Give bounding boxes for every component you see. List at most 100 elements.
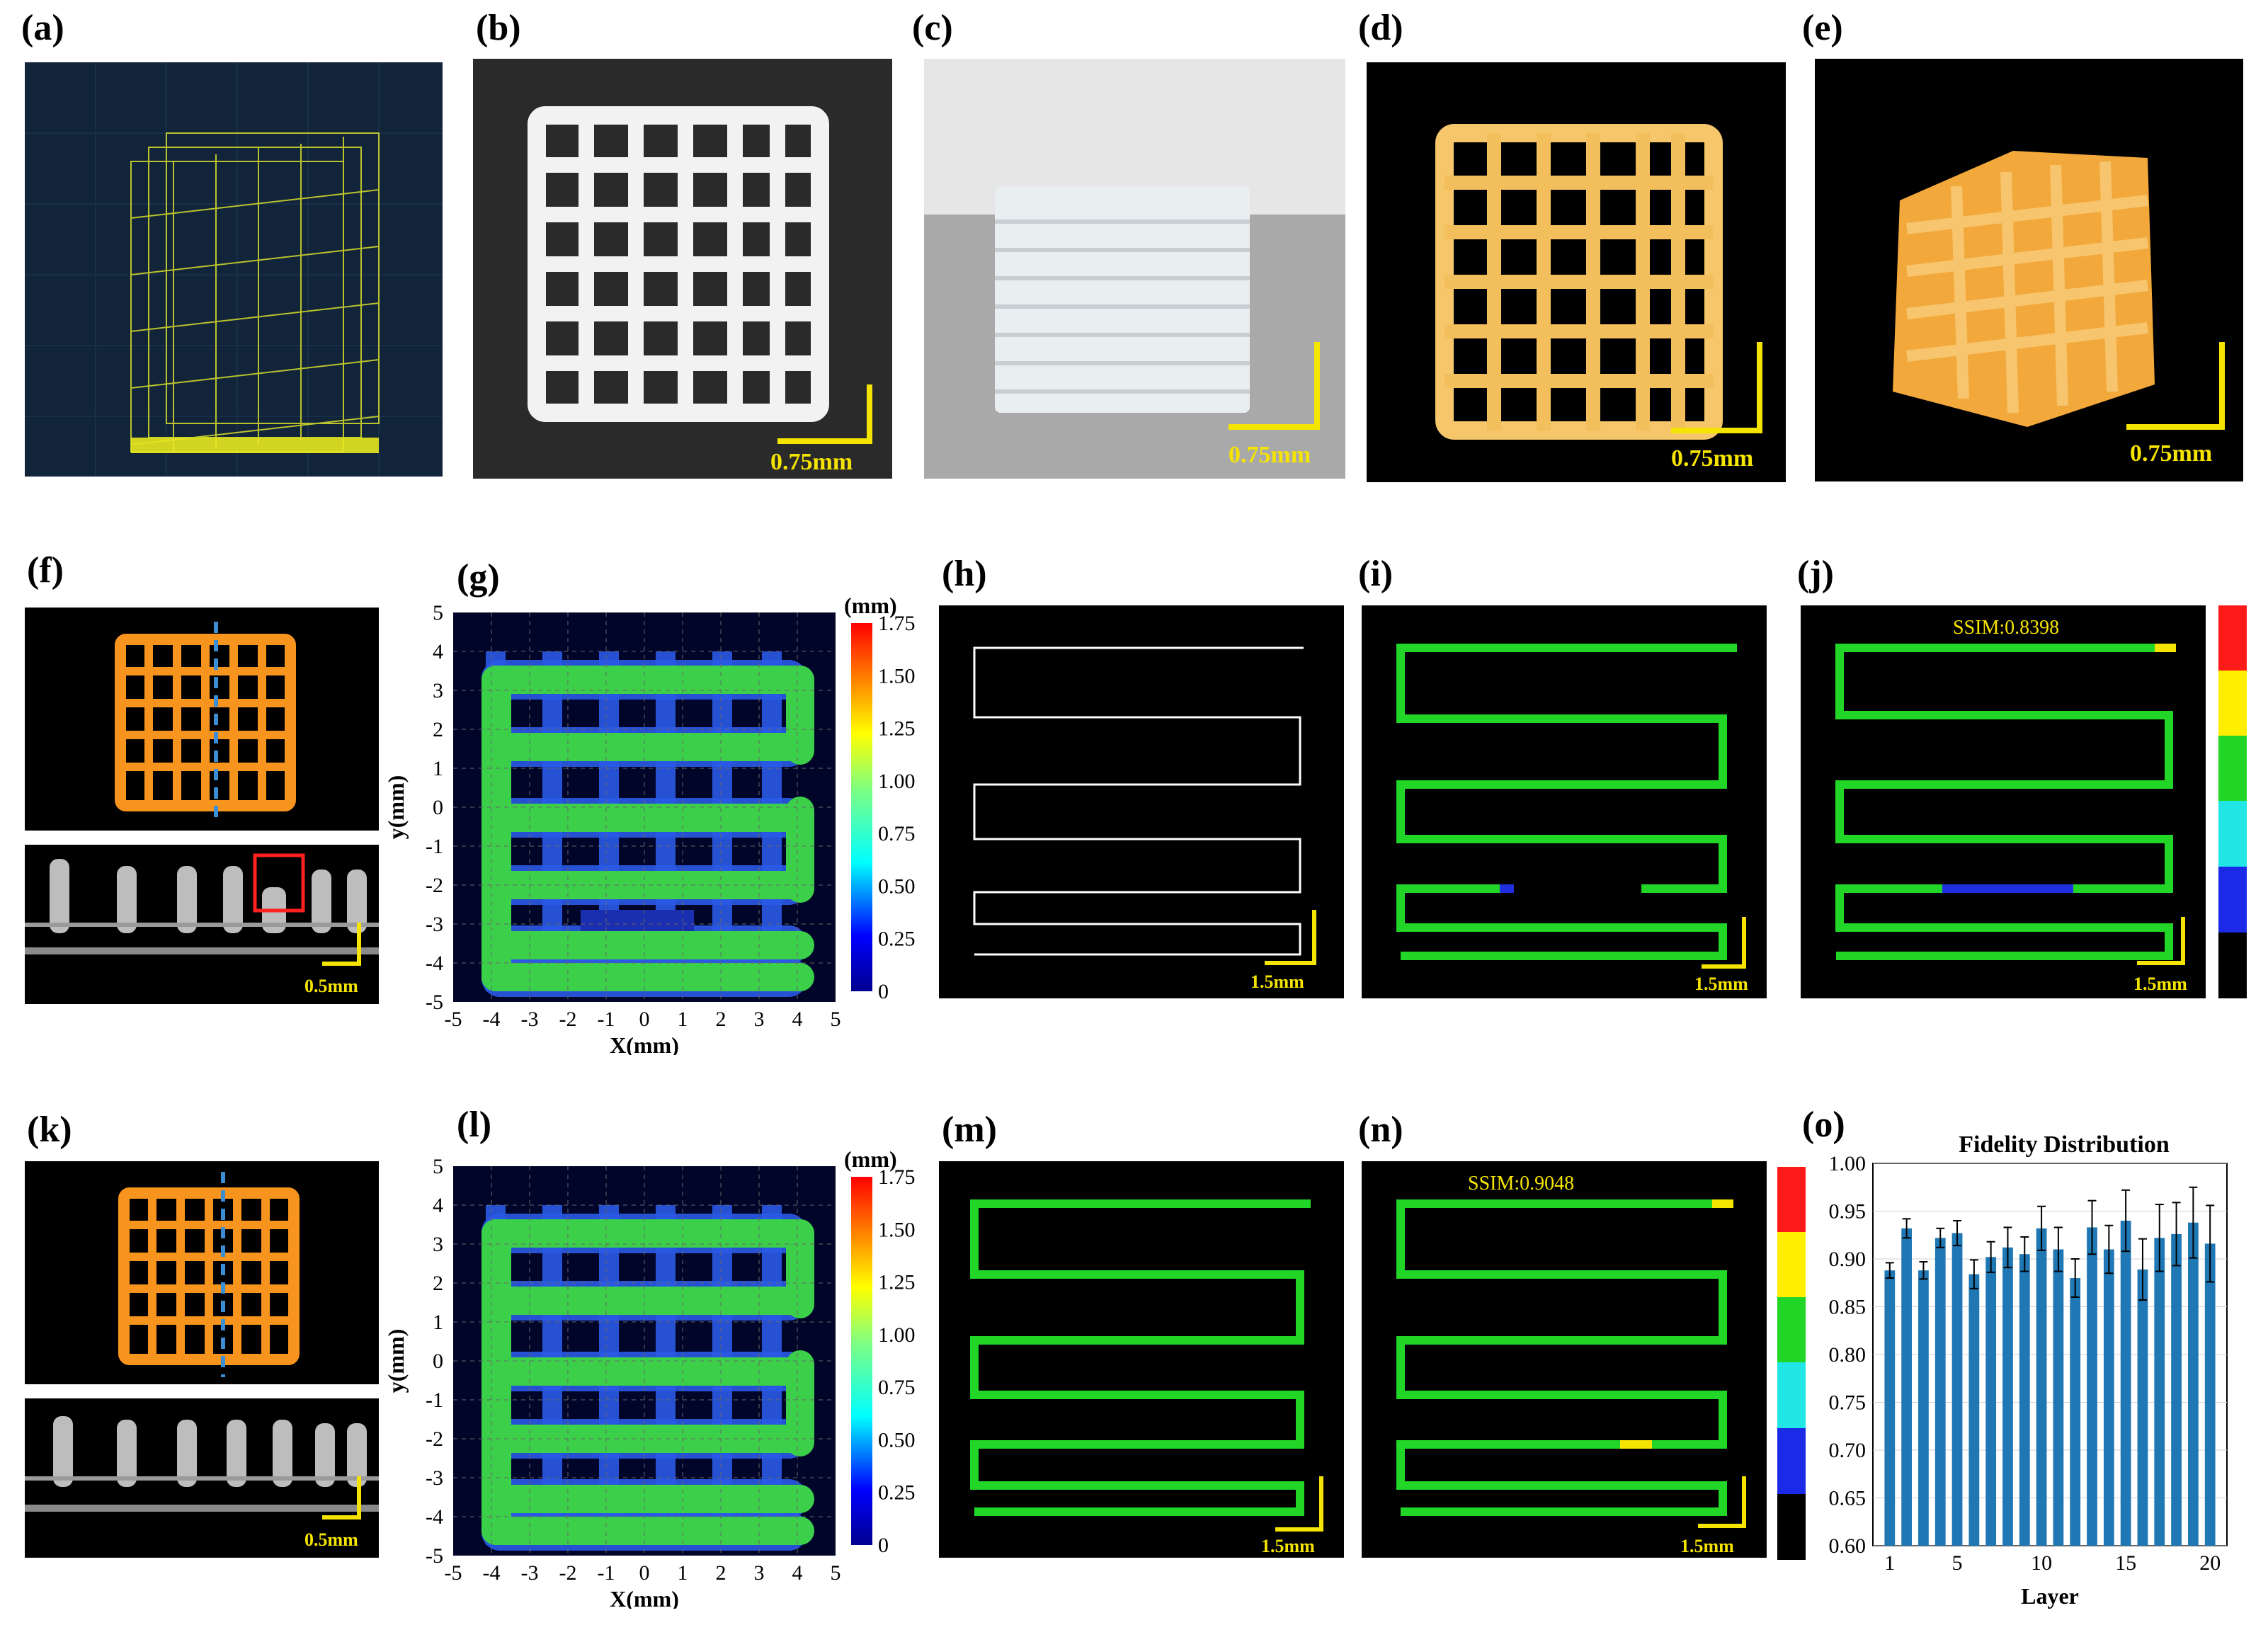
- heat-colorbar-tick: 0: [878, 1534, 889, 1557]
- heat-ytick: -4: [426, 1505, 443, 1529]
- chart-bar: [2053, 1249, 2064, 1546]
- heat-colorbar-tick: 0.25: [878, 1481, 916, 1505]
- scale-bar-label-b: 0.75mm: [770, 449, 853, 475]
- panel-f-bscan: 0.5mm: [25, 845, 379, 1004]
- heat-unit: (mm): [844, 1146, 897, 1172]
- heat-xtick: 0: [639, 1008, 650, 1031]
- heat-colorbar-tick: 1.50: [878, 664, 916, 688]
- chart-bar: [2002, 1247, 2013, 1546]
- chart-bar: [1884, 1270, 1896, 1546]
- heat-strand: [481, 1485, 814, 1513]
- panel-label-c: (c): [912, 8, 953, 48]
- heat-xlabel: X(mm): [610, 1032, 679, 1055]
- scale-bar-label-e: 0.75mm: [2130, 440, 2212, 467]
- chart-bar: [1918, 1270, 1929, 1546]
- heat-strand: [481, 1219, 814, 1248]
- chart-xtick: 20: [2199, 1551, 2221, 1575]
- chart-ytick: 0.85: [1829, 1296, 1867, 1319]
- chart-bar: [1934, 1238, 1946, 1546]
- panel-label-e: (e): [1802, 8, 1843, 48]
- heat-xtick: -2: [559, 1008, 577, 1031]
- scale-bar-h: [1265, 910, 1316, 965]
- panel-g-heatmap: 5 4 3 2 1 0 -1 -2 -3 -4 -5 -5 -4 -3 -2 -1 0 1 2 3 4 5 X(mm) y(m…: [382, 588, 935, 1055]
- scaffold-photo-side: 0.75mm: [924, 59, 1345, 479]
- heat-xtick: 2: [716, 1561, 726, 1585]
- panel-e-render: 0.75mm: [1815, 59, 2243, 481]
- heat-strand: [481, 666, 814, 694]
- heat-xtick: 5: [831, 1008, 841, 1031]
- scale-bar-label-j: 1.5mm: [2133, 974, 2187, 994]
- ssim-label-n: SSIM:0.9048: [1468, 1173, 1574, 1194]
- chart-xtick: 10: [2031, 1551, 2052, 1575]
- panel-label-o: (o): [1802, 1105, 1845, 1145]
- panel-c-photo: 0.75mm: [924, 59, 1345, 479]
- panel-b-photo: 0.75mm: [473, 59, 892, 479]
- heat-ytick: -2: [426, 1427, 443, 1451]
- scale-bar-m: [1275, 1476, 1323, 1532]
- design-path-line: [973, 646, 1304, 956]
- panel-label-b: (b): [476, 8, 521, 48]
- heat-ytick: 1: [433, 757, 443, 780]
- chart-bar: [2204, 1243, 2216, 1546]
- oct-bscan-k: 0.5mm: [25, 1416, 379, 1550]
- oct-render-tilted: 0.75mm: [1893, 151, 2225, 467]
- heat-colorbar: [851, 623, 872, 991]
- heat-unit: (mm): [844, 593, 897, 618]
- chart-bar: [2120, 1221, 2131, 1546]
- heat-ytick: 0: [433, 1350, 443, 1373]
- heat-colorbar: [851, 1177, 872, 1545]
- heat-xtick: 1: [678, 1561, 688, 1585]
- heat-xtick: 0: [639, 1561, 650, 1585]
- heat-xtick: -5: [445, 1008, 462, 1031]
- heat-strand: [481, 1357, 814, 1386]
- panel-n-fidelity-map: SSIM:0.9048 1.5mm: [1362, 1161, 1767, 1558]
- chart-ytick: 0.95: [1829, 1200, 1867, 1224]
- heat-ytick: -1: [426, 835, 443, 858]
- heat-xtick: 5: [831, 1561, 841, 1585]
- heat-ytick: -4: [426, 952, 443, 975]
- scale-bar-j: [2137, 917, 2185, 965]
- heat-xtick: -3: [521, 1561, 539, 1585]
- chart-xtick: 15: [2115, 1551, 2136, 1575]
- panel-label-k: (k): [27, 1110, 72, 1150]
- panel-h-design-path: 1.5mm: [939, 605, 1344, 998]
- panel-label-h: (h): [942, 554, 987, 594]
- panel-label-f: (f): [27, 550, 64, 591]
- panel-a-wireframe: [25, 62, 443, 477]
- panel-f-render: [25, 608, 379, 831]
- scale-bar-i: [1702, 917, 1746, 969]
- heat-strand: [481, 804, 814, 832]
- heat-strand: [481, 733, 814, 761]
- heat-colorbar-tick: 1.00: [878, 770, 916, 793]
- colorbar-j: [2218, 605, 2247, 998]
- heat-xtick: -4: [483, 1008, 501, 1031]
- heat-ytick: -3: [426, 1466, 443, 1490]
- heat-colorbar-tick: 0.50: [878, 1428, 916, 1452]
- heat-ytick: 4: [433, 1194, 443, 1217]
- chart-ytick: 0.75: [1829, 1391, 1867, 1415]
- heat-strand: [481, 1517, 814, 1545]
- heat-ylabel: y(mm): [383, 775, 409, 840]
- heat-ylabel: y(mm): [383, 1329, 409, 1393]
- chart-ytick: 1.00: [1829, 1152, 1867, 1175]
- heat-strand: [481, 871, 814, 899]
- scale-bar-label-f: 0.5mm: [304, 976, 358, 996]
- scale-bar-n: [1698, 1476, 1746, 1528]
- panel-label-m: (m): [942, 1110, 997, 1150]
- chart-ytick: 0.70: [1829, 1439, 1867, 1462]
- panel-i-extracted-path: 1.5mm: [1362, 605, 1767, 998]
- chart-bar: [2103, 1249, 2114, 1546]
- panel-m-extracted-path: 1.5mm: [939, 1161, 1344, 1558]
- render-topview-k: [118, 1172, 300, 1377]
- panel-label-i: (i): [1358, 554, 1394, 594]
- chart-bar: [1968, 1274, 1980, 1546]
- heat-strand: [481, 1425, 814, 1453]
- heat-ytick: -2: [426, 874, 443, 897]
- heat-xtick: -1: [598, 1008, 615, 1031]
- heat-colorbar-tick: 0.75: [878, 822, 916, 845]
- heat-colorbar-tick: 1.00: [878, 1323, 916, 1347]
- wireframe-model: [25, 62, 443, 477]
- heat-ytick: 2: [433, 718, 443, 741]
- render-topview-f: [115, 622, 296, 823]
- panel-k-bscan: 0.5mm: [25, 1398, 379, 1558]
